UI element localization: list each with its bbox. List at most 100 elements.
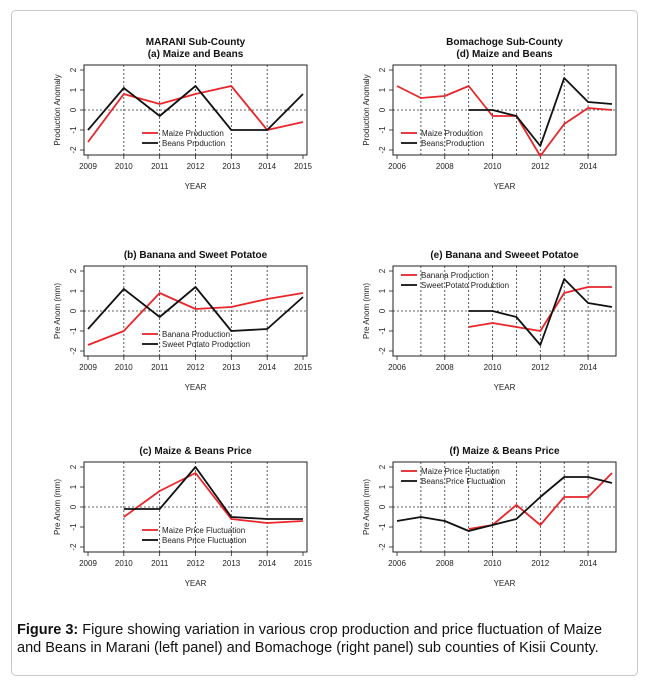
y-axis-label-b: Pre Anom (mm) [53, 283, 62, 339]
series-line-b-1 [87, 286, 304, 332]
x-tick-label-d-3: 2012 [531, 162, 549, 171]
legend-label-c-1: Beans Price Fluctuation [162, 536, 247, 545]
x-tick-label-c-5: 2014 [258, 559, 276, 568]
x-tick-label-a-5: 2014 [258, 162, 276, 171]
x-tick-label-c-4: 2013 [222, 559, 240, 568]
chart-title-d-1: (d) Maize and Beans [456, 49, 553, 60]
x-tick-label-e-0: 2006 [388, 363, 406, 372]
y-axis-label-c: Pre Anom (mm) [53, 479, 62, 535]
caption-label: Figure 3: [17, 622, 79, 638]
x-axis-label-f: YEAR [494, 579, 516, 588]
y-tick-label-b-0: -2 [69, 347, 78, 355]
y-tick-label-f-3: 1 [378, 484, 387, 489]
y-tick-label-b-1: -1 [69, 327, 78, 335]
y-tick-label-f-1: -1 [378, 523, 387, 531]
series-line-c-0 [123, 472, 304, 524]
x-tick-label-f-2: 2010 [484, 559, 502, 568]
figure-frame [11, 10, 638, 676]
legend-label-d-0: Maize Production [421, 129, 483, 138]
y-tick-label-e-2: 0 [378, 308, 387, 313]
y-tick-label-f-4: 2 [378, 464, 387, 469]
legend-label-f-0: Maize Price Fluctation [421, 467, 500, 476]
x-tick-label-c-6: 2015 [294, 559, 312, 568]
x-tick-label-a-1: 2010 [115, 162, 133, 171]
series-line-d-1 [468, 77, 613, 147]
x-tick-label-e-1: 2008 [436, 363, 454, 372]
x-axis-label-b: YEAR [185, 383, 207, 392]
y-tick-label-d-3: 1 [378, 87, 387, 92]
y-tick-label-e-4: 2 [378, 268, 387, 273]
x-tick-label-d-4: 2014 [579, 162, 597, 171]
x-tick-label-a-3: 2012 [187, 162, 205, 171]
y-tick-label-b-3: 1 [69, 288, 78, 293]
series-line-e-0 [468, 286, 612, 332]
y-tick-label-f-2: 0 [378, 504, 387, 509]
x-tick-label-d-2: 2010 [484, 162, 502, 171]
chart-title-f-0: (f) Maize & Beans Price [449, 446, 559, 457]
x-tick-label-a-0: 2009 [79, 162, 97, 171]
y-axis-label-f: Pre Anom (mm) [362, 479, 371, 535]
x-axis-label-e: YEAR [494, 383, 516, 392]
y-tick-label-b-4: 2 [69, 268, 78, 273]
y-tick-label-e-3: 1 [378, 288, 387, 293]
legend-label-c-0: Maize Price Fluctuation [162, 526, 245, 535]
x-tick-label-b-5: 2014 [258, 363, 276, 372]
x-tick-label-f-0: 2006 [388, 559, 406, 568]
x-axis-label-d: YEAR [494, 182, 516, 191]
x-tick-label-f-3: 2012 [531, 559, 549, 568]
y-tick-label-e-0: -2 [378, 347, 387, 355]
series-line-b-0 [87, 292, 304, 346]
series-line-e-1 [468, 278, 613, 346]
y-tick-label-a-1: -1 [69, 126, 78, 134]
y-tick-label-d-2: 0 [378, 107, 387, 112]
x-tick-label-b-4: 2013 [222, 363, 240, 372]
chart-panel-d: Bomachoge Sub-County(d) Maize and Beans 2… [362, 37, 617, 191]
x-tick-label-c-1: 2010 [115, 559, 133, 568]
caption-text: Figure showing variation in various crop… [17, 622, 603, 656]
x-tick-label-f-4: 2014 [579, 559, 597, 568]
y-tick-label-a-0: -2 [69, 146, 78, 154]
x-tick-label-e-4: 2014 [579, 363, 597, 372]
figure-caption: Figure 3: Figure showing variation in va… [17, 621, 629, 657]
y-tick-label-d-1: -1 [378, 126, 387, 134]
y-tick-label-b-2: 0 [69, 308, 78, 313]
chart-panel-a: MARANI Sub-County(a) Maize and Beans 2009… [53, 37, 312, 191]
x-tick-label-f-1: 2008 [436, 559, 454, 568]
x-tick-label-c-3: 2012 [187, 559, 205, 568]
chart-title-b-0: (b) Banana and Sweet Potatoe [124, 250, 268, 261]
chart-panel-b: (b) Banana and Sweet Potatoe 2009 2010 2011… [53, 250, 312, 392]
x-tick-label-d-1: 2008 [436, 162, 454, 171]
y-tick-label-c-4: 2 [69, 464, 78, 469]
chart-title-a-0: MARANI Sub-County [146, 37, 246, 48]
y-tick-label-a-4: 2 [69, 67, 78, 72]
y-tick-label-a-2: 0 [69, 107, 78, 112]
x-tick-label-b-0: 2009 [79, 363, 97, 372]
y-tick-label-d-0: -2 [378, 146, 387, 154]
x-tick-label-a-4: 2013 [222, 162, 240, 171]
legend-label-b-1: Sweet Potato Production [162, 340, 250, 349]
chart-title-c-0: (c) Maize & Beans Price [139, 446, 252, 457]
legend-label-e-0: Banana Production [421, 271, 489, 280]
x-axis-label-a: YEAR [185, 182, 207, 191]
chart-title-d-0: Bomachoge Sub-County [446, 37, 563, 48]
chart-title-e-0: (e) Banana and Sweeet Potatoe [430, 250, 579, 261]
x-tick-label-b-2: 2011 [151, 363, 169, 372]
legend-label-d-1: Beans Production [421, 139, 484, 148]
chart-panel-c: (c) Maize & Beans Price 2009 2010 2011 2012 2… [53, 446, 312, 588]
y-axis-label-e: Pre Anom (mm) [362, 283, 371, 339]
chart-panel-f: (f) Maize & Beans Price 2006 2008 2010 2012 2… [362, 446, 617, 588]
x-tick-label-c-0: 2009 [79, 559, 97, 568]
y-axis-label-d: Production Anomaly [362, 74, 371, 145]
legend-label-a-1: Beans Production [162, 139, 225, 148]
y-tick-label-c-1: -1 [69, 523, 78, 531]
y-tick-label-a-3: 1 [69, 87, 78, 92]
y-tick-label-c-0: -2 [69, 543, 78, 551]
legend-label-a-0: Maize Production [162, 129, 224, 138]
series-line-a-1 [87, 85, 304, 131]
x-tick-label-b-6: 2015 [294, 363, 312, 372]
x-tick-label-a-6: 2015 [294, 162, 312, 171]
y-tick-label-c-2: 0 [69, 504, 78, 509]
series-line-c-1 [123, 466, 303, 520]
x-tick-label-e-2: 2010 [484, 363, 502, 372]
